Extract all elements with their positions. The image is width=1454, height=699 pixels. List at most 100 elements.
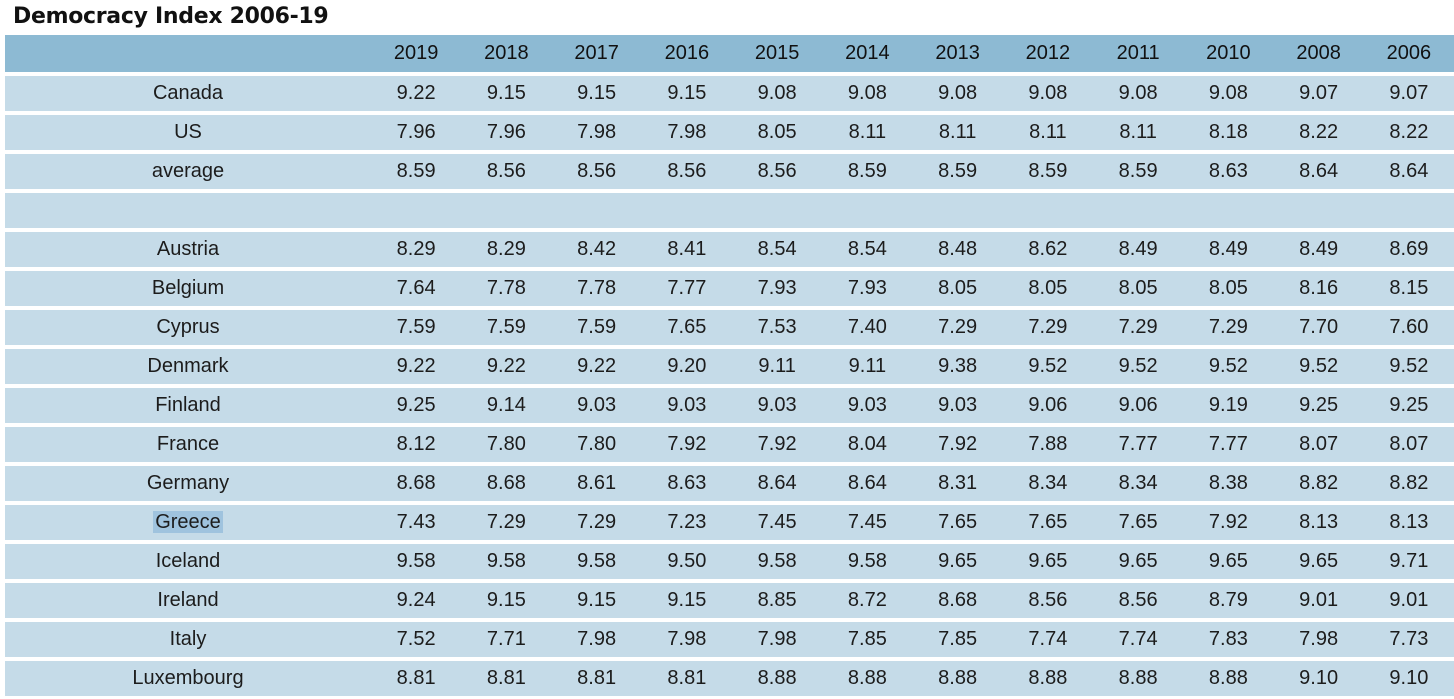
value-cell: 9.06 — [1028, 394, 1068, 416]
value-cell: 7.78 — [577, 277, 617, 299]
value-cell: 8.88 — [847, 667, 887, 689]
value-cell: 9.19 — [1208, 394, 1248, 416]
value-cell: 9.20 — [667, 355, 707, 377]
value-cell: 7.64 — [396, 277, 436, 299]
value-cell: 8.13 — [1389, 511, 1429, 533]
header-year-cell: 2012 — [1025, 42, 1071, 64]
value-cell: 8.05 — [757, 121, 797, 143]
value-cell: 8.38 — [1208, 472, 1248, 494]
value-cell: 8.12 — [396, 433, 436, 455]
value-cell: 7.53 — [757, 316, 797, 338]
value-cell: 9.10 — [1299, 667, 1339, 689]
value-cell: 9.01 — [1299, 589, 1339, 611]
democracy-index-table: 2019 2018 2017 2016 2015 2014 2013 2012 … — [5, 35, 1454, 696]
value-cell: 8.64 — [757, 472, 797, 494]
value-cell: 9.52 — [1118, 355, 1158, 377]
value-cell: 7.52 — [396, 628, 436, 650]
table-row: Luxembourg 8.81 8.81 8.81 8.81 8.88 8.88 8.88 8.… — [5, 661, 1454, 696]
value-cell: 7.98 — [667, 628, 707, 650]
country-cell: Belgium — [5, 277, 371, 300]
value-cell: 9.65 — [1118, 550, 1158, 572]
value-cell: 7.78 — [486, 277, 526, 299]
value-cell: 9.03 — [757, 394, 797, 416]
value-cell: 9.65 — [1028, 550, 1068, 572]
value-cell: 8.81 — [396, 667, 436, 689]
value-cell: 9.08 — [847, 82, 887, 104]
country-name: Luxembourg — [132, 667, 244, 689]
value-cell: 9.15 — [486, 82, 526, 104]
table-row: Italy 7.52 7.71 7.98 7.98 7.98 7.85 7.85 7.74 7.7… — [5, 622, 1454, 657]
value-cell: 8.59 — [938, 160, 978, 182]
value-cell: 8.63 — [1208, 160, 1248, 182]
value-cell: 8.11 — [1029, 121, 1067, 143]
header-year-cell: 2018 — [484, 42, 529, 64]
value-cell: 8.72 — [847, 589, 887, 611]
table-header-row: 2019 2018 2017 2016 2015 2014 2013 2012 … — [5, 35, 1454, 72]
value-cell: 9.14 — [486, 394, 526, 416]
value-cell: 8.18 — [1208, 121, 1248, 143]
value-cell: 7.65 — [667, 316, 707, 338]
value-cell: 7.29 — [938, 316, 978, 338]
value-cell: 7.74 — [1118, 628, 1158, 650]
country-name: Denmark — [147, 355, 229, 377]
country-cell: Cyprus — [5, 316, 371, 339]
value-cell: 7.98 — [757, 628, 797, 650]
value-cell: 7.29 — [1208, 316, 1248, 338]
country-cell: Ireland — [5, 589, 371, 612]
value-cell: 8.42 — [577, 238, 617, 260]
value-cell: 7.92 — [667, 433, 707, 455]
table-row: Cyprus 7.59 7.59 7.59 7.65 7.53 7.40 7.29 7.29 7.… — [5, 310, 1454, 345]
value-cell: 8.61 — [577, 472, 617, 494]
value-cell: 9.15 — [667, 82, 707, 104]
value-cell: 7.83 — [1208, 628, 1248, 650]
value-cell: 9.52 — [1299, 355, 1339, 377]
value-cell: 7.65 — [1028, 511, 1068, 533]
value-cell: 9.52 — [1208, 355, 1248, 377]
value-cell: 7.98 — [577, 628, 617, 650]
value-cell: 8.05 — [1208, 277, 1248, 299]
value-cell: 9.15 — [667, 589, 707, 611]
country-name: Finland — [155, 394, 221, 416]
header-year-cell: 2006 — [1386, 42, 1432, 64]
value-cell: 8.62 — [1028, 238, 1068, 260]
value-cell: 8.34 — [1028, 472, 1068, 494]
value-cell: 9.03 — [847, 394, 887, 416]
country-name-selected: Greece — [153, 511, 223, 533]
value-cell: 7.98 — [667, 121, 707, 143]
value-cell: 9.03 — [938, 394, 978, 416]
value-cell: 9.25 — [1389, 394, 1429, 416]
value-cell: 7.92 — [757, 433, 797, 455]
value-cell: 9.07 — [1389, 82, 1429, 104]
table-row: US 7.96 7.96 7.98 7.98 8.05 8.11 8.11 8.11 8.11 8.… — [5, 115, 1454, 150]
value-cell: 7.29 — [1028, 316, 1068, 338]
value-cell: 7.59 — [486, 316, 526, 338]
value-cell: 9.15 — [486, 589, 526, 611]
country-cell: Austria — [5, 238, 371, 261]
value-cell: 8.04 — [847, 433, 887, 455]
value-cell: 8.88 — [1208, 667, 1248, 689]
value-cell: 9.06 — [1118, 394, 1158, 416]
value-cell: 9.52 — [1389, 355, 1429, 377]
header-year-cell: 2019 — [393, 42, 439, 64]
value-cell: 8.07 — [1299, 433, 1339, 455]
value-cell: 9.15 — [577, 82, 617, 104]
country-name: Ireland — [157, 589, 219, 611]
value-cell: 7.60 — [1389, 316, 1429, 338]
value-cell: 9.10 — [1389, 667, 1429, 689]
value-cell: 7.70 — [1299, 316, 1339, 338]
value-cell: 9.01 — [1389, 589, 1429, 611]
value-cell: 7.45 — [757, 511, 797, 533]
value-cell: 8.15 — [1389, 277, 1429, 299]
value-cell: 9.08 — [1028, 82, 1068, 104]
value-cell: 9.15 — [577, 589, 617, 611]
value-cell: 8.63 — [667, 472, 707, 494]
value-cell: 8.34 — [1118, 472, 1158, 494]
value-cell: 8.81 — [577, 667, 617, 689]
value-cell: 8.82 — [1389, 472, 1429, 494]
country-cell: Iceland — [5, 550, 371, 573]
value-cell: 7.43 — [396, 511, 436, 533]
value-cell: 8.49 — [1208, 238, 1248, 260]
country-name: Austria — [156, 238, 220, 260]
value-cell: 7.98 — [1299, 628, 1339, 650]
value-cell: 9.65 — [1208, 550, 1248, 572]
